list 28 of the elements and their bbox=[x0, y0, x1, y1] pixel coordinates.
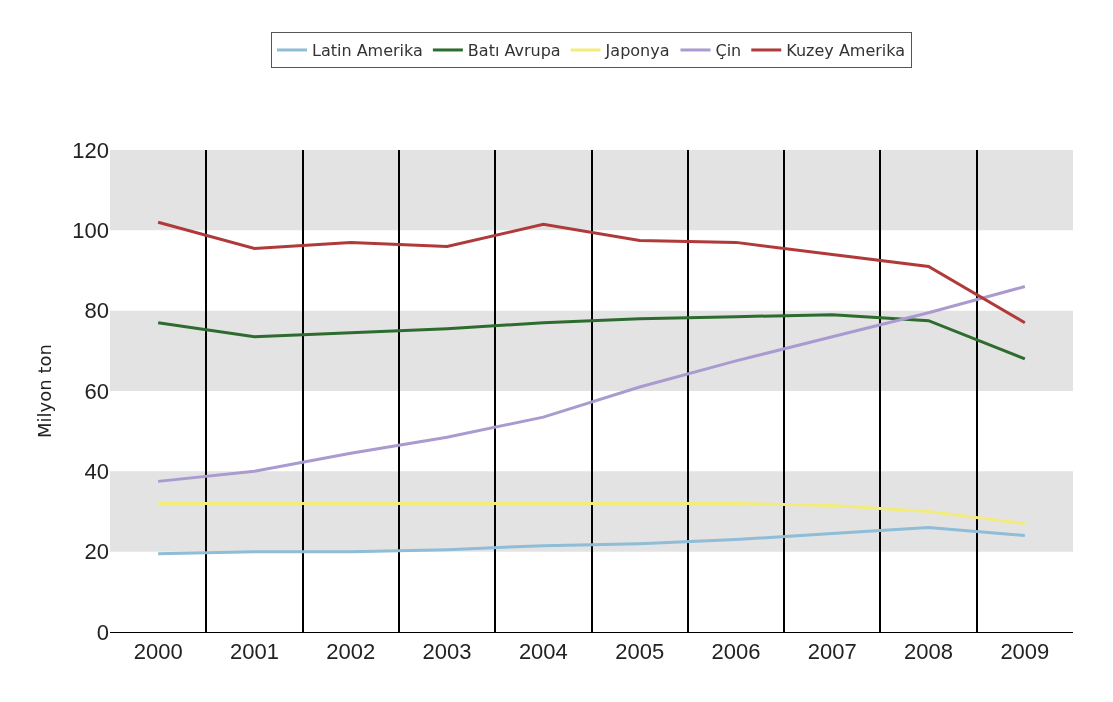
y-tick-label: 100 bbox=[72, 218, 109, 244]
line-series bbox=[156, 285, 1027, 483]
legend-label: Latin Amerika bbox=[312, 41, 423, 61]
legend-label: Çin bbox=[715, 41, 742, 61]
x-tick-label: 2009 bbox=[1000, 639, 1050, 665]
y-tick-label: 0 bbox=[96, 619, 109, 645]
y-tick-label: 60 bbox=[84, 378, 109, 404]
legend-label: Japonya bbox=[604, 41, 670, 61]
x-tick-label: 2003 bbox=[422, 639, 472, 665]
y-tick-label: 120 bbox=[72, 137, 109, 163]
y-tick-label: 40 bbox=[84, 459, 109, 485]
y-tick-label: 80 bbox=[84, 298, 109, 324]
legend-label: Batı Avrupa bbox=[467, 41, 561, 61]
x-tick-label: 2001 bbox=[229, 639, 279, 665]
x-tick-label: 2006 bbox=[711, 639, 761, 665]
x-tick-label: 2004 bbox=[518, 639, 568, 665]
x-tick-label: 2008 bbox=[904, 639, 954, 665]
line-series bbox=[156, 220, 1027, 325]
x-tick-label: 2002 bbox=[326, 639, 376, 665]
x-tick-label: 2005 bbox=[615, 639, 665, 665]
x-tick-label: 2007 bbox=[807, 639, 857, 665]
y-axis-title: Milyon ton bbox=[34, 344, 56, 438]
legend-label: Kuzey Amerika bbox=[786, 41, 906, 61]
y-tick-label: 20 bbox=[84, 539, 109, 565]
x-tick-label: 2000 bbox=[133, 639, 183, 665]
line-series bbox=[156, 526, 1027, 556]
line-series bbox=[156, 501, 1027, 526]
line-series bbox=[156, 313, 1027, 361]
